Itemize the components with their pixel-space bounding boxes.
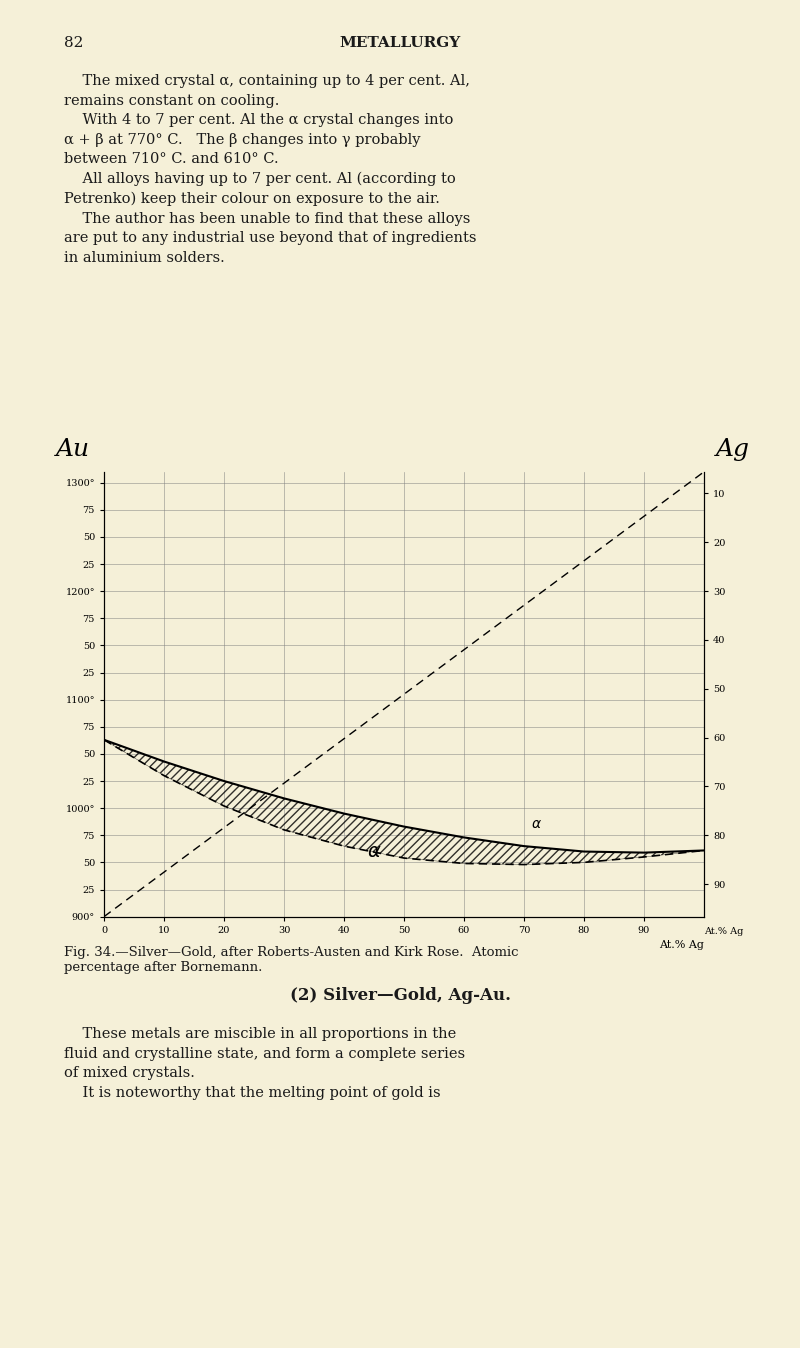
- Text: At.% Ag: At.% Ag: [704, 927, 743, 937]
- Text: $\alpha$: $\alpha$: [366, 842, 382, 860]
- Text: These metals are miscible in all proportions in the
fluid and crystalline state,: These metals are miscible in all proport…: [64, 1027, 465, 1100]
- Text: The mixed crystal α, containing up to 4 per cent. Al,
remains constant on coolin: The mixed crystal α, containing up to 4 …: [64, 74, 477, 264]
- Text: (2) Silver—Gold, Ag-Au.: (2) Silver—Gold, Ag-Au.: [290, 987, 510, 1004]
- Text: $\alpha$: $\alpha$: [530, 817, 542, 832]
- Text: Fig. 34.—Silver—Gold, after Roberts-Austen and Kirk Rose.  Atomic
percentage aft: Fig. 34.—Silver—Gold, after Roberts-Aust…: [64, 946, 518, 975]
- Text: METALLURGY: METALLURGY: [339, 36, 461, 50]
- Text: Au: Au: [56, 438, 90, 461]
- Text: 82: 82: [64, 36, 83, 50]
- Text: Ag: Ag: [716, 438, 750, 461]
- X-axis label: At.% Ag: At.% Ag: [659, 940, 704, 950]
